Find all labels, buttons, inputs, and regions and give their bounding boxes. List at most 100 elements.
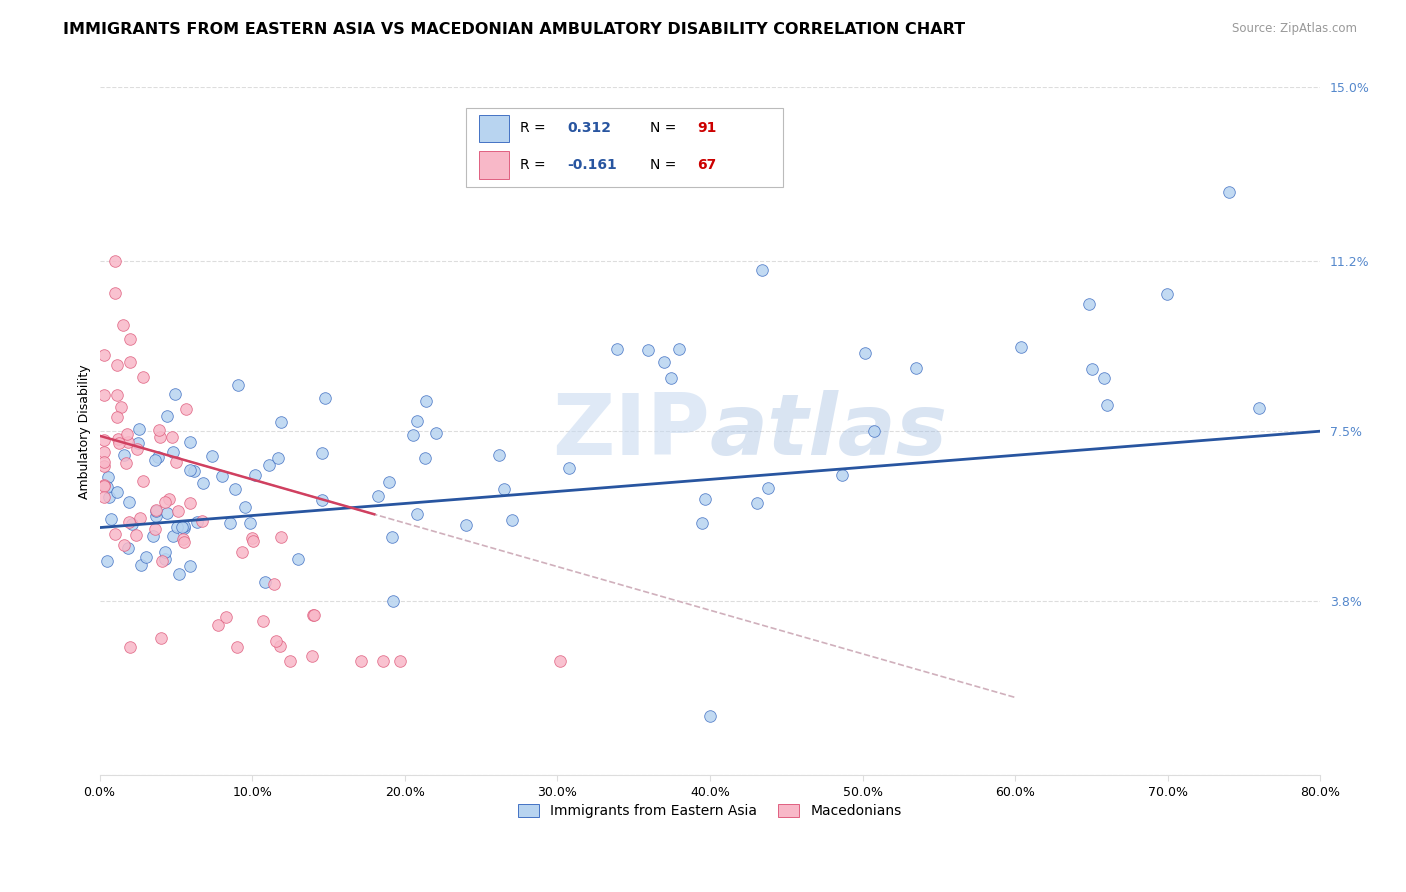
Point [117,435,139,450]
Point [174,402,197,417]
Point [162,529,184,543]
Point [406,508,429,522]
Point [118,495,141,509]
Point [606,343,628,357]
Point [148,423,170,437]
Point [132,370,155,384]
Point [311,492,333,507]
Point [114,457,136,471]
Point [170,520,193,534]
Point [104,286,127,301]
Point [191,514,214,528]
Point [145,502,167,516]
Legend: Immigrants from Eastern Asia, Macedonians: Immigrants from Eastern Asia, Macedonian… [513,798,907,823]
Point [127,435,149,450]
Point [179,496,201,510]
Point [163,387,186,401]
Point [157,491,180,506]
Point [831,468,853,483]
Text: Source: ZipAtlas.com: Source: ZipAtlas.com [1232,22,1357,36]
Point [105,409,128,424]
Point [105,388,128,402]
Point [173,518,195,533]
Point [166,520,188,534]
Point [165,455,187,469]
Point [228,377,250,392]
Point [125,527,148,541]
Point [125,442,148,457]
Point [557,460,579,475]
Point [107,358,129,372]
Point [239,516,262,530]
Point [143,522,166,536]
Point [118,515,141,529]
Point [155,409,177,423]
Point [382,594,405,608]
Y-axis label: Ambulatory Disability: Ambulatory Disability [79,364,91,499]
Point [652,355,675,369]
Point [853,346,876,360]
Point [156,506,179,520]
Point [269,639,291,653]
Point [278,654,301,668]
Point [112,318,135,332]
Point [302,608,325,623]
Point [224,482,246,496]
Point [143,453,166,467]
Text: ZIP: ZIP [553,390,710,473]
Point [1218,186,1240,200]
Point [1092,371,1115,385]
Point [378,475,401,489]
Point [252,614,274,628]
Point [257,458,280,473]
Point [120,640,142,654]
Point [117,541,139,556]
Point [160,430,183,444]
Point [488,448,510,462]
Point [132,474,155,488]
Point [1095,398,1118,412]
Point [454,517,477,532]
Point [128,511,150,525]
Point [173,534,195,549]
Point [173,521,195,535]
Point [142,529,165,543]
Point [179,435,201,450]
Point [389,654,412,668]
Point [695,491,717,506]
Point [905,361,928,376]
Point [425,425,447,440]
Point [501,513,523,527]
Point [637,343,659,357]
Point [373,654,395,668]
Point [201,449,224,463]
Point [270,530,292,544]
Point [93,478,115,492]
Point [193,476,215,491]
Point [96,554,118,568]
Point [145,509,167,524]
Point [226,640,249,654]
Point [120,355,142,369]
Point [166,504,188,518]
Point [367,489,389,503]
Point [263,577,285,591]
Point [1249,401,1271,416]
Point [104,254,127,268]
Point [153,552,176,566]
Point [415,394,437,409]
Point [135,549,157,564]
Point [207,618,229,632]
Point [233,500,256,515]
Point [97,490,120,504]
Point [253,575,276,590]
Point [302,607,325,622]
Point [150,554,173,568]
Point [756,482,779,496]
Point [659,371,682,385]
Point [112,538,135,552]
Point [153,545,176,559]
Point [243,468,266,483]
Point [1156,286,1178,301]
Point [121,517,143,532]
